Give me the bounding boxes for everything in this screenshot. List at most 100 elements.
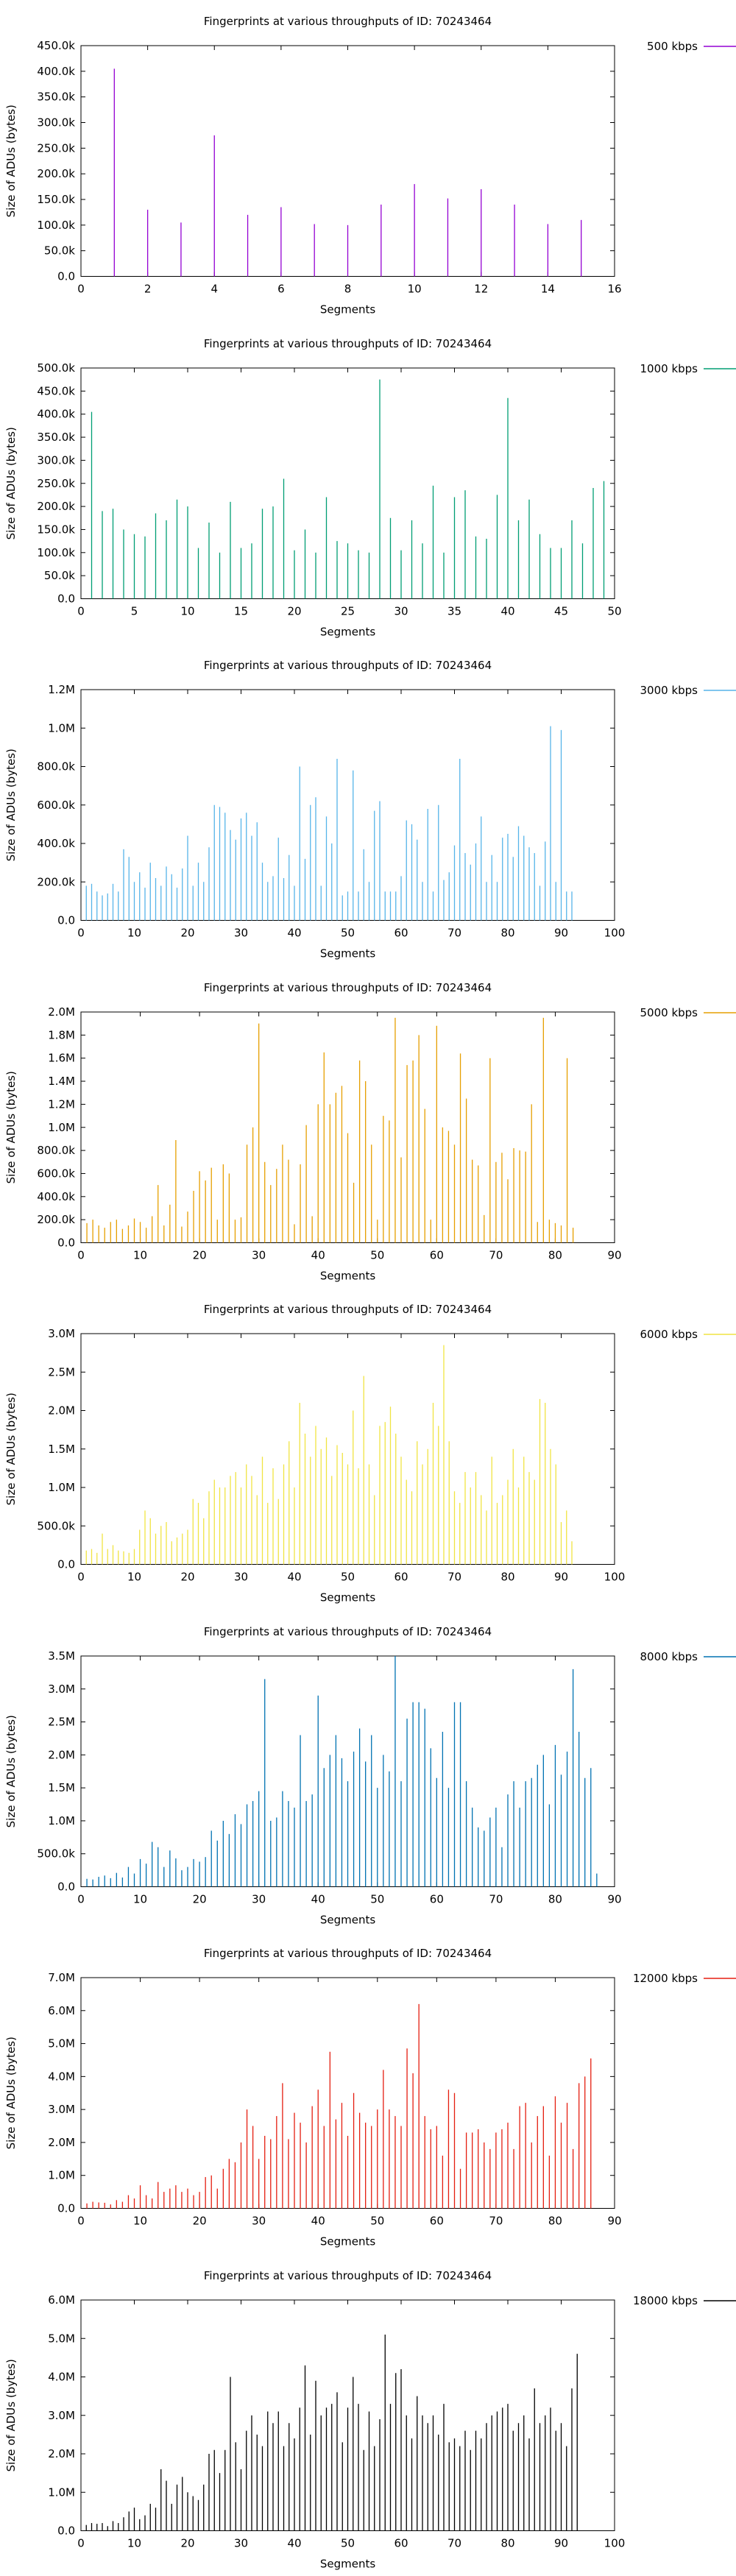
y-tick-label: 3.0M bbox=[48, 1682, 75, 1695]
y-tick-label: 50.0k bbox=[44, 244, 75, 258]
y-tick-label: 100.0k bbox=[37, 545, 75, 559]
legend-label: 3000 kbps bbox=[640, 684, 698, 697]
x-tick-label: 2 bbox=[144, 283, 152, 296]
y-tick-label: 200.0k bbox=[37, 1213, 75, 1226]
x-tick-label: 60 bbox=[394, 927, 408, 940]
y-tick-label: 350.0k bbox=[37, 91, 75, 104]
y-tick-label: 5.0M bbox=[48, 2332, 75, 2345]
x-tick-label: 12 bbox=[474, 283, 488, 296]
x-tick-label: 40 bbox=[287, 927, 301, 940]
y-tick-label: 3.0M bbox=[48, 1327, 75, 1340]
y-tick-label: 1.0M bbox=[48, 1120, 75, 1133]
x-tick-label: 80 bbox=[548, 1248, 562, 1262]
y-tick-label: 600.0k bbox=[37, 1167, 75, 1180]
y-tick-label: 1.6M bbox=[48, 1051, 75, 1064]
y-tick-label: 2.0M bbox=[48, 1005, 75, 1019]
x-tick-label: 40 bbox=[287, 1571, 301, 1584]
x-tick-label: 50 bbox=[607, 604, 621, 618]
chart-7: Fingerprints at various throughputs of I… bbox=[4, 2269, 736, 2570]
legend-label: 5000 kbps bbox=[640, 1006, 698, 1019]
x-axis-label: Segments bbox=[320, 2557, 376, 2570]
chart-title: Fingerprints at various throughputs of I… bbox=[204, 337, 492, 350]
x-tick-label: 20 bbox=[193, 1248, 207, 1262]
chart-title: Fingerprints at various throughputs of I… bbox=[204, 1303, 492, 1316]
y-tick-label: 0.0 bbox=[57, 1558, 75, 1571]
y-tick-label: 450.0k bbox=[37, 39, 75, 52]
y-tick-label: 0.0 bbox=[57, 914, 75, 927]
y-tick-label: 150.0k bbox=[37, 193, 75, 206]
y-tick-label: 1.0M bbox=[48, 2169, 75, 2182]
y-tick-label: 200.0k bbox=[37, 500, 75, 513]
x-tick-label: 60 bbox=[394, 1571, 408, 1584]
y-tick-label: 1.0M bbox=[48, 1814, 75, 1827]
y-tick-label: 200.0k bbox=[37, 875, 75, 888]
x-tick-label: 90 bbox=[607, 2215, 621, 2228]
y-tick-label: 400.0k bbox=[37, 1189, 75, 1203]
x-tick-label: 50 bbox=[370, 1248, 384, 1262]
x-tick-label: 50 bbox=[341, 1571, 355, 1584]
x-tick-label: 90 bbox=[554, 2536, 568, 2550]
x-tick-label: 20 bbox=[180, 927, 194, 940]
y-tick-label: 600.0k bbox=[37, 799, 75, 812]
y-axis-label: Size of ADUs (bytes) bbox=[4, 1393, 18, 1505]
x-axis-label: Segments bbox=[320, 303, 376, 316]
x-tick-label: 80 bbox=[500, 2536, 514, 2550]
chart-title: Fingerprints at various throughputs of I… bbox=[204, 1625, 492, 1638]
x-axis-label: Segments bbox=[320, 1913, 376, 1926]
x-tick-label: 80 bbox=[548, 1892, 562, 1906]
y-tick-label: 1.2M bbox=[48, 1097, 75, 1111]
y-axis-label: Size of ADUs (bytes) bbox=[4, 105, 18, 217]
x-axis-label: Segments bbox=[320, 947, 376, 960]
x-tick-label: 70 bbox=[447, 2536, 461, 2550]
x-tick-label: 30 bbox=[252, 1892, 266, 1906]
x-tick-label: 45 bbox=[554, 604, 568, 618]
y-tick-label: 1.4M bbox=[48, 1075, 75, 1088]
y-tick-label: 1.5M bbox=[48, 1781, 75, 1794]
x-tick-label: 30 bbox=[252, 1248, 266, 1262]
x-tick-label: 100 bbox=[604, 2536, 626, 2550]
x-tick-label: 10 bbox=[180, 604, 194, 618]
y-tick-label: 2.0M bbox=[48, 2447, 75, 2460]
y-tick-label: 50.0k bbox=[44, 569, 75, 582]
y-tick-label: 400.0k bbox=[37, 407, 75, 420]
y-tick-label: 400.0k bbox=[37, 837, 75, 850]
x-tick-label: 60 bbox=[394, 2536, 408, 2550]
y-tick-label: 1.0M bbox=[48, 721, 75, 735]
chart-title: Fingerprints at various throughputs of I… bbox=[204, 659, 492, 672]
y-tick-label: 6.0M bbox=[48, 2293, 75, 2307]
y-tick-label: 300.0k bbox=[37, 116, 75, 130]
x-tick-label: 20 bbox=[180, 2536, 194, 2550]
x-tick-label: 14 bbox=[541, 283, 555, 296]
x-tick-label: 40 bbox=[287, 2536, 301, 2550]
y-tick-label: 3.5M bbox=[48, 1649, 75, 1663]
y-axis-label: Size of ADUs (bytes) bbox=[4, 2359, 18, 2471]
y-tick-label: 500.0k bbox=[37, 361, 75, 375]
x-tick-label: 50 bbox=[370, 1892, 384, 1906]
x-tick-label: 10 bbox=[133, 2215, 147, 2228]
x-tick-label: 35 bbox=[447, 604, 461, 618]
legend-label: 8000 kbps bbox=[640, 1650, 698, 1663]
y-tick-label: 400.0k bbox=[37, 65, 75, 78]
legend-label: 12000 kbps bbox=[633, 1972, 698, 1985]
y-tick-label: 0.0 bbox=[57, 1880, 75, 1893]
x-tick-label: 0 bbox=[77, 1571, 85, 1584]
x-tick-label: 0 bbox=[77, 283, 85, 296]
x-tick-label: 0 bbox=[77, 1248, 85, 1262]
x-tick-label: 70 bbox=[447, 927, 461, 940]
chart-title: Fingerprints at various throughputs of I… bbox=[204, 981, 492, 994]
x-tick-label: 10 bbox=[408, 283, 422, 296]
x-tick-label: 10 bbox=[127, 2536, 141, 2550]
x-tick-label: 90 bbox=[607, 1892, 621, 1906]
x-tick-label: 30 bbox=[394, 604, 408, 618]
x-tick-label: 25 bbox=[341, 604, 355, 618]
y-axis-label: Size of ADUs (bytes) bbox=[4, 1715, 18, 1827]
y-tick-label: 2.0M bbox=[48, 1404, 75, 1418]
legend-label: 6000 kbps bbox=[640, 1328, 698, 1341]
x-tick-label: 0 bbox=[77, 927, 85, 940]
x-tick-label: 40 bbox=[311, 2215, 325, 2228]
chart-title: Fingerprints at various throughputs of I… bbox=[204, 15, 492, 28]
y-tick-label: 450.0k bbox=[37, 384, 75, 397]
x-tick-label: 60 bbox=[430, 1248, 444, 1262]
x-tick-label: 40 bbox=[500, 604, 514, 618]
x-tick-label: 40 bbox=[311, 1248, 325, 1262]
